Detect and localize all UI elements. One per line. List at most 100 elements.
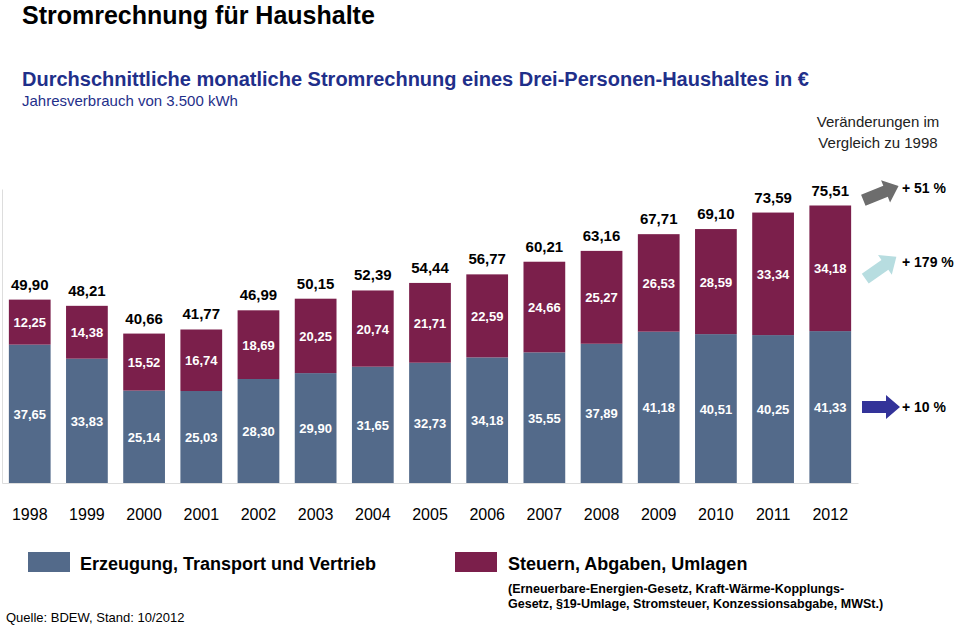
- data-label: 25,03: [185, 430, 218, 445]
- changes-title: Veränderungen im: [817, 113, 940, 130]
- legend-note: (Erneuerbare-Energien-Gesetz, Kraft-Wärm…: [508, 582, 844, 596]
- bar: [409, 363, 451, 483]
- x-tick: 2002: [241, 483, 277, 523]
- x-tick: 2003: [298, 483, 334, 523]
- data-label: 35,55: [528, 411, 561, 426]
- x-tick: 2000: [126, 483, 162, 523]
- data-label: 41,18: [642, 400, 675, 415]
- bar: [66, 359, 108, 483]
- x-tick: 2009: [641, 483, 677, 523]
- bar: [638, 234, 680, 331]
- data-label: 33,34: [757, 267, 790, 282]
- x-tick-label: 2000: [126, 506, 162, 523]
- bar: [180, 391, 222, 483]
- change-arrow: [862, 395, 900, 419]
- data-label: 26,53: [642, 276, 675, 291]
- data-label: 40,25: [757, 402, 790, 417]
- title: Stromrechnung für Haushalte: [22, 1, 375, 29]
- bar: [752, 213, 794, 336]
- bar: [466, 274, 508, 357]
- x-tick: 2004: [355, 483, 391, 523]
- total-label: 54,44: [411, 259, 449, 276]
- y-axis: [2, 190, 3, 484]
- x-tick-label: 2010: [698, 506, 734, 523]
- data-label: 37,65: [13, 407, 46, 422]
- x-axis-line: [3, 483, 859, 484]
- data-label: 37,89: [585, 406, 618, 421]
- x-tick: 2012: [812, 483, 848, 523]
- bar: [466, 357, 508, 483]
- bar: [409, 283, 451, 363]
- bar: [123, 391, 165, 483]
- subtitle: Durchschnittliche monatliche Stromrechnu…: [22, 68, 809, 90]
- data-label: 31,65: [357, 418, 390, 433]
- change-label: + 10 %: [902, 399, 947, 415]
- source: Quelle: BDEW, Stand: 10/2012: [6, 610, 185, 625]
- x-tick-label: 2011: [756, 506, 791, 523]
- total-label: 60,21: [526, 238, 564, 255]
- legend-swatch: [28, 552, 70, 572]
- bar: [295, 299, 337, 373]
- bar: [352, 290, 394, 366]
- bar: [238, 310, 280, 379]
- x-tick: 2008: [584, 483, 620, 523]
- total-label: 67,71: [640, 210, 678, 227]
- total-label: 75,51: [811, 182, 849, 199]
- legend-swatch: [455, 552, 497, 572]
- bar: [695, 334, 737, 483]
- change-arrow: [859, 175, 903, 211]
- change-label: + 179 %: [902, 254, 954, 270]
- x-tick-label: 2012: [812, 506, 848, 523]
- bar: [809, 331, 851, 483]
- bar: [9, 345, 51, 483]
- x-tick-label: 2005: [412, 506, 448, 523]
- bar: [581, 251, 623, 344]
- changes: Veränderungen imVergleich zu 1998+ 51 %+…: [817, 113, 955, 419]
- bar: [352, 367, 394, 483]
- data-label: 24,66: [528, 300, 561, 315]
- bars: [9, 206, 851, 483]
- bar: [752, 335, 794, 483]
- subtitle-2: Jahresverbrauch von 3.500 kWh: [22, 92, 238, 109]
- x-tick: 2005: [412, 483, 448, 523]
- data-label: 29,90: [299, 421, 332, 436]
- total-label: 46,99: [240, 286, 278, 303]
- bar: [66, 306, 108, 359]
- change-arrow: [858, 247, 903, 288]
- total-label: 49,90: [11, 276, 49, 293]
- data-label: 14,38: [71, 325, 104, 340]
- data-label: 34,18: [814, 261, 847, 276]
- total-label: 52,39: [354, 266, 392, 283]
- x-tick-label: 2004: [355, 506, 391, 523]
- total-label: 48,21: [68, 282, 106, 299]
- data-label: 33,83: [71, 414, 104, 429]
- data-label: 18,69: [242, 338, 275, 353]
- data-label: 25,27: [585, 290, 618, 305]
- data-label: 28,30: [242, 424, 275, 439]
- x-tick-label: 2006: [469, 506, 505, 523]
- x-tick: 2006: [469, 483, 505, 523]
- changes-title: Vergleich zu 1998: [818, 134, 937, 151]
- x-tick-label: 2007: [527, 506, 563, 523]
- data-label: 15,52: [128, 355, 161, 370]
- legend: Erzeugung, Transport und VertriebSteuern…: [28, 552, 883, 611]
- bar: [809, 206, 851, 332]
- x-tick-label: 2009: [641, 506, 677, 523]
- bar: [180, 329, 222, 391]
- bar: [238, 379, 280, 483]
- total-label: 69,10: [697, 205, 735, 222]
- bar: [523, 352, 565, 483]
- data-label: 41,33: [814, 400, 847, 415]
- legend-label: Erzeugung, Transport und Vertrieb: [80, 554, 376, 574]
- x-tick: 2001: [183, 483, 219, 523]
- chart: Stromrechnung für Haushalte Durchschnittl…: [0, 0, 960, 628]
- x-tick: 1998: [12, 483, 48, 523]
- legend-note: Gesetz, §19-Umlage, Stromsteuer, Konzess…: [508, 597, 883, 611]
- total-label: 73,59: [754, 189, 792, 206]
- data-label: 40,51: [700, 402, 733, 417]
- data-label: 28,59: [700, 275, 733, 290]
- data-label: 20,74: [357, 322, 390, 337]
- x-tick: 2010: [698, 483, 734, 523]
- bar: [695, 229, 737, 334]
- y-axis-line: [2, 190, 3, 484]
